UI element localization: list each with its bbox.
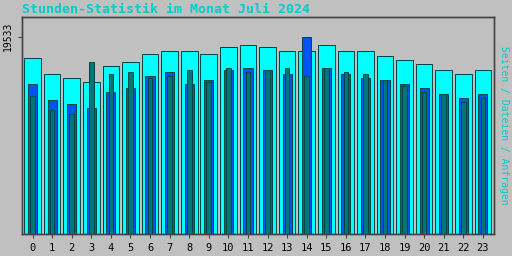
Bar	[441, 94, 446, 234]
Bar	[63, 78, 80, 234]
Bar	[243, 68, 252, 234]
Bar	[128, 72, 133, 234]
Bar	[48, 100, 57, 234]
Bar	[148, 78, 153, 234]
Bar	[145, 76, 155, 234]
Bar	[455, 74, 472, 234]
Bar	[102, 66, 119, 234]
Bar	[342, 74, 350, 234]
Bar	[24, 58, 41, 234]
Bar	[265, 70, 270, 234]
Bar	[416, 64, 433, 234]
Bar	[206, 82, 211, 234]
Bar	[220, 47, 237, 234]
Bar	[106, 92, 116, 234]
Bar	[363, 74, 368, 234]
Bar	[67, 104, 76, 234]
Bar	[165, 72, 174, 234]
Bar	[337, 50, 354, 234]
Bar	[377, 56, 393, 234]
Text: Stunden-Statistik im Monat Juli 2024: Stunden-Statistik im Monat Juli 2024	[22, 3, 310, 16]
Bar	[226, 68, 231, 234]
Bar	[109, 74, 113, 234]
Bar	[28, 84, 37, 234]
Bar	[142, 55, 158, 234]
Bar	[283, 74, 292, 234]
Bar	[187, 70, 191, 234]
Bar	[481, 98, 485, 234]
Bar	[478, 94, 487, 234]
Bar	[461, 102, 465, 234]
Bar	[475, 70, 491, 234]
Bar	[285, 68, 289, 234]
Bar	[304, 76, 309, 234]
Bar	[181, 50, 198, 234]
Bar	[419, 88, 429, 234]
Bar	[161, 50, 178, 234]
Bar	[396, 60, 413, 234]
Bar	[344, 72, 348, 234]
Bar	[322, 68, 331, 234]
Bar	[380, 80, 390, 234]
Bar	[89, 62, 94, 234]
Bar	[50, 110, 54, 234]
Bar	[459, 98, 468, 234]
Bar	[422, 92, 426, 234]
Bar	[298, 50, 315, 234]
Bar	[400, 84, 409, 234]
Bar	[246, 72, 250, 234]
Bar	[240, 45, 257, 234]
Y-axis label: Seiten / Dateien / Anfragen: Seiten / Dateien / Anfragen	[499, 46, 509, 205]
Bar	[126, 88, 135, 234]
Bar	[185, 84, 194, 234]
Bar	[402, 86, 407, 234]
Bar	[224, 70, 233, 234]
Bar	[263, 70, 272, 234]
Bar	[318, 45, 334, 234]
Bar	[44, 74, 60, 234]
Bar	[361, 78, 370, 234]
Bar	[382, 80, 388, 234]
Bar	[30, 96, 35, 234]
Bar	[83, 82, 100, 234]
Bar	[324, 68, 329, 234]
Bar	[439, 94, 449, 234]
Bar	[87, 108, 96, 234]
Bar	[70, 114, 74, 234]
Bar	[302, 37, 311, 234]
Bar	[435, 70, 452, 234]
Bar	[201, 55, 217, 234]
Bar	[279, 50, 295, 234]
Bar	[204, 80, 214, 234]
Bar	[357, 50, 374, 234]
Bar	[122, 62, 139, 234]
Bar	[259, 47, 276, 234]
Bar	[167, 76, 172, 234]
